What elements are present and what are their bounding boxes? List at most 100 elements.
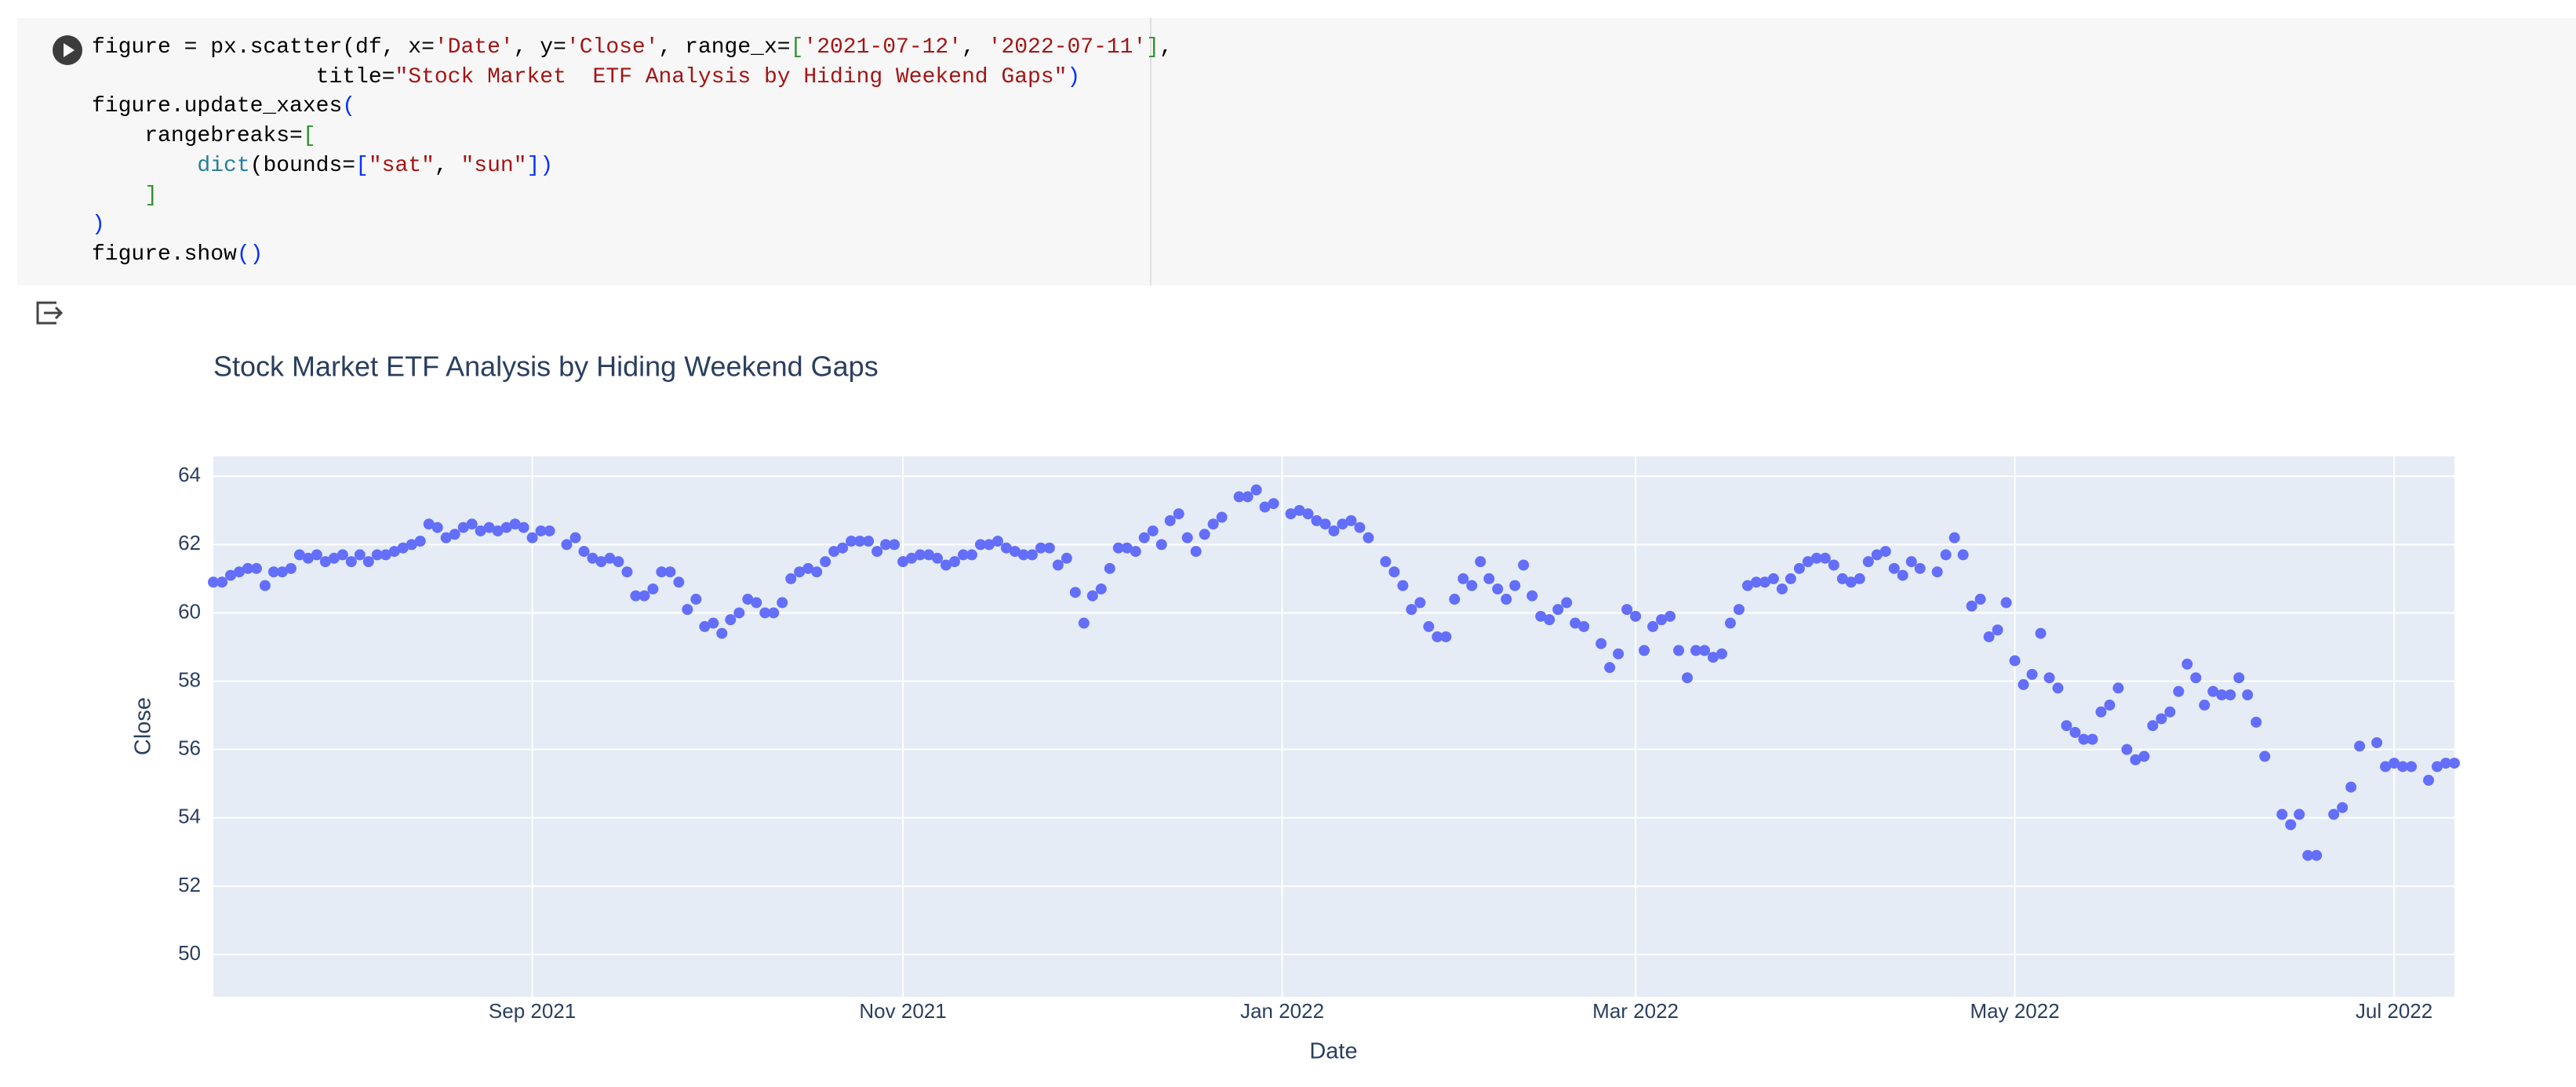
marker [1492,583,1504,594]
code-token: "sun" [460,153,527,178]
marker [880,539,892,551]
marker [1207,518,1219,530]
marker [2345,781,2357,793]
marker [1871,549,1883,561]
marker [1793,562,1805,574]
code-token: 'Date' [434,35,514,60]
marker [966,549,977,561]
marker [440,532,452,544]
marker [1595,638,1607,649]
marker [2199,700,2210,711]
marker [1854,573,1865,584]
marker [1776,583,1788,594]
code-token: [ [302,124,316,149]
marker [569,532,581,544]
marker [1026,549,1038,561]
marker [449,529,460,540]
marker [1733,604,1745,616]
marker [768,607,780,619]
code-token: , [434,153,461,178]
code-token: ) [1067,64,1081,89]
marker [242,562,253,574]
marker [1319,518,1331,530]
marker [457,522,469,533]
marker [932,552,944,564]
marker [475,525,486,536]
marker [2440,758,2452,769]
editor-ruler [1150,18,1152,285]
marker [526,532,538,544]
marker [1862,556,1874,568]
marker [1337,518,1348,530]
marker [1905,556,1917,568]
marker [1104,562,1115,574]
marker [371,549,383,561]
marker [2225,689,2236,700]
marker [1449,594,1461,605]
code-line: rangebreaks=[ [92,122,316,151]
marker [941,559,952,571]
marker [1078,617,1090,629]
marker [811,566,823,578]
code-token: ( [342,94,356,119]
marker [1380,556,1392,568]
marker [1095,583,1107,594]
marker [1656,614,1668,626]
marker [1017,549,1029,561]
y-tick-label: 50 [178,941,201,965]
marker [716,627,728,639]
marker [1138,532,1150,544]
marker [2294,809,2305,820]
marker [1293,504,1305,516]
marker [1354,522,1366,533]
plot-area [213,456,2454,997]
marker [1155,539,1167,551]
marker [431,522,443,533]
output-icon[interactable] [33,296,66,329]
marker [1639,645,1650,656]
marker [319,556,331,568]
marker [1914,562,1926,574]
code-line: title="Stock Market ETF Analysis by Hidi… [92,63,1081,93]
marker [1397,580,1409,591]
marker [2371,736,2383,748]
marker [2397,761,2409,773]
marker [276,566,288,578]
marker [733,607,745,619]
marker [664,566,676,578]
run-button[interactable] [51,34,84,67]
marker [1190,546,1202,558]
marker [915,549,926,561]
marker [2061,720,2072,732]
marker [1690,645,1702,656]
marker [1086,590,1098,602]
marker [656,566,668,578]
marker [2181,658,2193,670]
code-token: "Stock Market ETF Analysis by Hiding Wee… [395,64,1068,89]
marker [1570,617,1581,629]
marker [1164,514,1176,526]
code-token: dict [197,153,250,178]
marker [337,549,348,561]
marker [2242,689,2254,700]
marker [613,556,624,568]
marker [923,549,935,561]
marker [2156,713,2167,725]
x-tick-label: Sep 2021 [489,999,576,1023]
marker [1992,624,2003,636]
marker [820,556,831,568]
marker [1466,580,1478,591]
marker [759,607,771,619]
code-token: [ [790,35,804,60]
x-axis-title: Date [1309,1039,1357,1064]
marker [2276,809,2288,820]
code-token: , [962,35,988,60]
marker [1302,508,1314,520]
marker [406,539,417,551]
marker [1509,580,1521,591]
marker [2354,740,2366,752]
marker [690,594,702,605]
marker [2173,685,2185,697]
x-tick-label: Jul 2022 [2356,999,2432,1023]
